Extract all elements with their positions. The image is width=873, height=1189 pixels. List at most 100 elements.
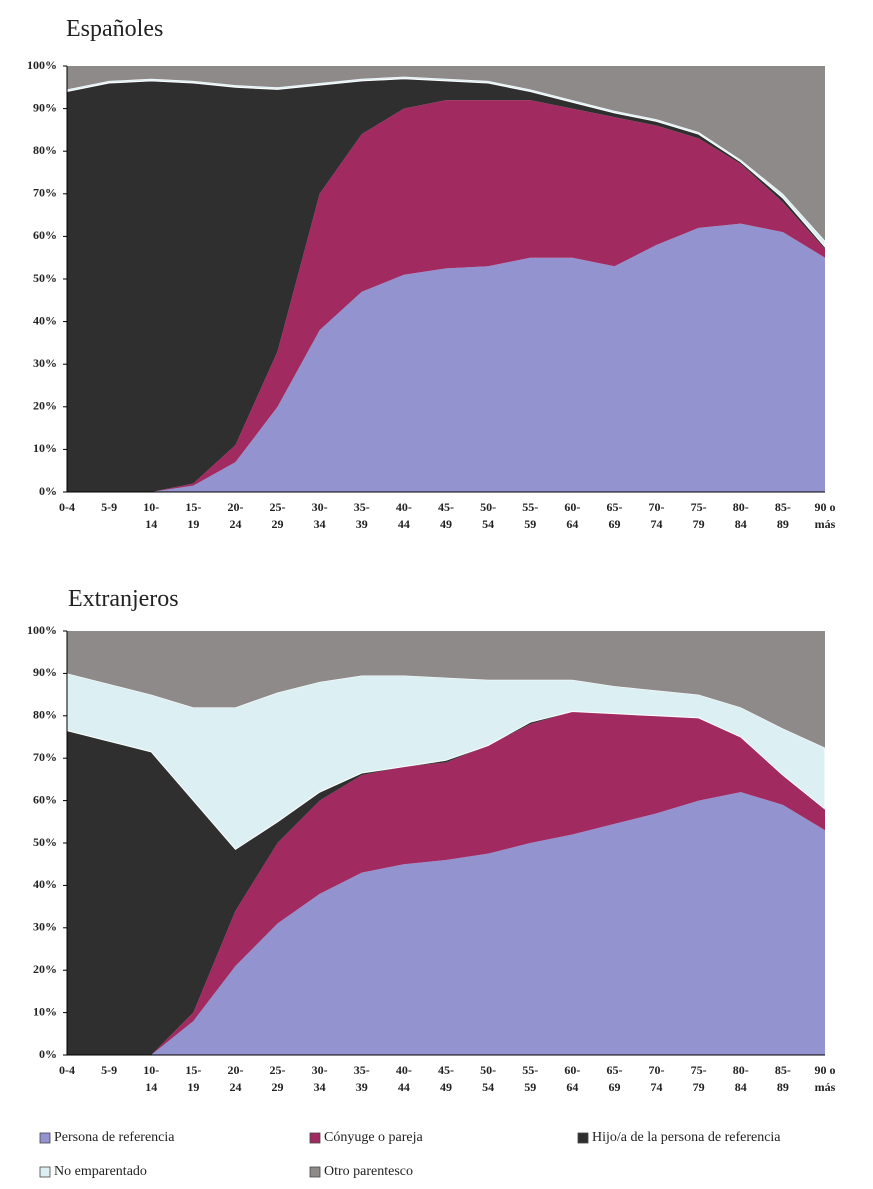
area bbox=[67, 631, 825, 748]
legend-swatch bbox=[577, 1132, 589, 1144]
label-line: 20- bbox=[227, 500, 243, 514]
label-line: 20- bbox=[227, 1063, 243, 1077]
x-tick-label: 50-54 bbox=[480, 1063, 496, 1094]
x-tick-label: 65-69 bbox=[606, 1063, 622, 1094]
x-tick-label: 5-9 bbox=[101, 1063, 117, 1077]
y-tick-label: 30% bbox=[33, 356, 57, 370]
x-tick-label: 60-64 bbox=[564, 500, 580, 531]
area bbox=[67, 78, 825, 492]
legend-swatch bbox=[39, 1132, 51, 1144]
area bbox=[66, 672, 826, 851]
label-line: 54 bbox=[482, 1080, 494, 1094]
label-line: 25- bbox=[270, 500, 286, 514]
y-tick-label: 80% bbox=[33, 143, 57, 157]
label-line: 55- bbox=[522, 500, 538, 514]
label-line: 30- bbox=[312, 500, 328, 514]
label-line: 90 o bbox=[815, 500, 836, 514]
y-tick-label: 100% bbox=[27, 58, 57, 72]
x-tick-label: 75-79 bbox=[691, 1063, 707, 1094]
legend-swatch bbox=[309, 1132, 321, 1144]
y-tick-label: 90% bbox=[33, 100, 57, 114]
label-line: 84 bbox=[735, 517, 747, 531]
label-line: 64 bbox=[566, 1080, 578, 1094]
label-line: 29 bbox=[272, 517, 284, 531]
x-tick-label: 15-19 bbox=[185, 1063, 201, 1094]
x-tick-label: 45-49 bbox=[438, 500, 454, 531]
label-line: 45- bbox=[438, 500, 454, 514]
label-line: 85- bbox=[775, 1063, 791, 1077]
x-tick-label: 70-74 bbox=[649, 1063, 665, 1094]
label-line: 90 o bbox=[815, 1063, 836, 1077]
y-tick-label: 0% bbox=[39, 484, 57, 498]
label-line: 84 bbox=[735, 1080, 747, 1094]
label-line: 75- bbox=[691, 500, 707, 514]
x-tick-label: 25-29 bbox=[270, 1063, 286, 1094]
chart-title: Españoles bbox=[66, 16, 163, 42]
y-tick-label: 0% bbox=[39, 1047, 57, 1061]
label-line: 89 bbox=[777, 517, 789, 531]
x-tick-label: 35-39 bbox=[354, 500, 370, 531]
label-line: 34 bbox=[314, 517, 326, 531]
x-tick-label: 35-39 bbox=[354, 1063, 370, 1094]
x-tick-label: 80-84 bbox=[733, 1063, 749, 1094]
label-line: más bbox=[815, 1080, 836, 1094]
x-tick-label: 20-24 bbox=[227, 1063, 243, 1094]
area bbox=[67, 711, 825, 1055]
label-line: 5-9 bbox=[101, 1063, 117, 1077]
legend-label: Otro parentesco bbox=[324, 1164, 413, 1179]
x-tick-label: 25-29 bbox=[270, 500, 286, 531]
y-tick-label: 10% bbox=[33, 1004, 57, 1018]
label-line: 24 bbox=[229, 517, 241, 531]
label-line: 15- bbox=[185, 500, 201, 514]
label-line: 40- bbox=[396, 500, 412, 514]
x-tick-label: 80-84 bbox=[733, 500, 749, 531]
x-tick-label: 30-34 bbox=[312, 500, 328, 531]
label-line: 60- bbox=[564, 500, 580, 514]
legend-label: Persona de referencia bbox=[54, 1130, 175, 1145]
label-line: 15- bbox=[185, 1063, 201, 1077]
x-tick-label: 90 o más bbox=[815, 500, 836, 531]
label-line: 14 bbox=[145, 517, 157, 531]
x-tick-label: 0-4 bbox=[59, 1063, 75, 1077]
x-tick-label: 0-4 bbox=[59, 500, 75, 514]
label-line: 79 bbox=[693, 517, 705, 531]
label-line: 50- bbox=[480, 1063, 496, 1077]
label-line: 80- bbox=[733, 500, 749, 514]
x-tick-label: 50-54 bbox=[480, 500, 496, 531]
label-line: 30- bbox=[312, 1063, 328, 1077]
area bbox=[67, 711, 825, 1055]
x-tick-label: 15-19 bbox=[185, 500, 201, 531]
label-line: 34 bbox=[314, 1080, 326, 1094]
label-line: 0-4 bbox=[59, 500, 75, 514]
x-tick-label: 55-59 bbox=[522, 500, 538, 531]
label-line: 24 bbox=[229, 1080, 241, 1094]
label-line: 0-4 bbox=[59, 1063, 75, 1077]
label-line: 54 bbox=[482, 517, 494, 531]
label-line: 35- bbox=[354, 1063, 370, 1077]
label-line: 60- bbox=[564, 1063, 580, 1077]
label-line: 85- bbox=[775, 500, 791, 514]
label-line: 64 bbox=[566, 517, 578, 531]
label-line: 74 bbox=[651, 1080, 663, 1094]
y-tick-label: 30% bbox=[33, 920, 57, 934]
label-line: 49 bbox=[440, 1080, 452, 1094]
label-line: 69 bbox=[608, 1080, 620, 1094]
label-line: 70- bbox=[649, 500, 665, 514]
y-tick-label: 40% bbox=[33, 877, 57, 891]
label-line: 10- bbox=[143, 500, 159, 514]
label-line: 35- bbox=[354, 500, 370, 514]
y-tick-label: 20% bbox=[33, 399, 57, 413]
x-tick-label: 65-69 bbox=[606, 500, 622, 531]
y-tick-label: 90% bbox=[33, 665, 57, 679]
label-line: 79 bbox=[693, 1080, 705, 1094]
y-tick-label: 100% bbox=[27, 623, 57, 637]
label-line: 14 bbox=[145, 1080, 157, 1094]
legend-swatch bbox=[39, 1166, 51, 1178]
y-tick-label: 80% bbox=[33, 708, 57, 722]
legend-label: Hijo/a de la persona de referencia bbox=[592, 1130, 781, 1145]
label-line: 65- bbox=[606, 1063, 622, 1077]
label-line: 49 bbox=[440, 517, 452, 531]
label-line: 40- bbox=[396, 1063, 412, 1077]
label-line: 74 bbox=[651, 517, 663, 531]
x-tick-label: 5-9 bbox=[101, 500, 117, 514]
